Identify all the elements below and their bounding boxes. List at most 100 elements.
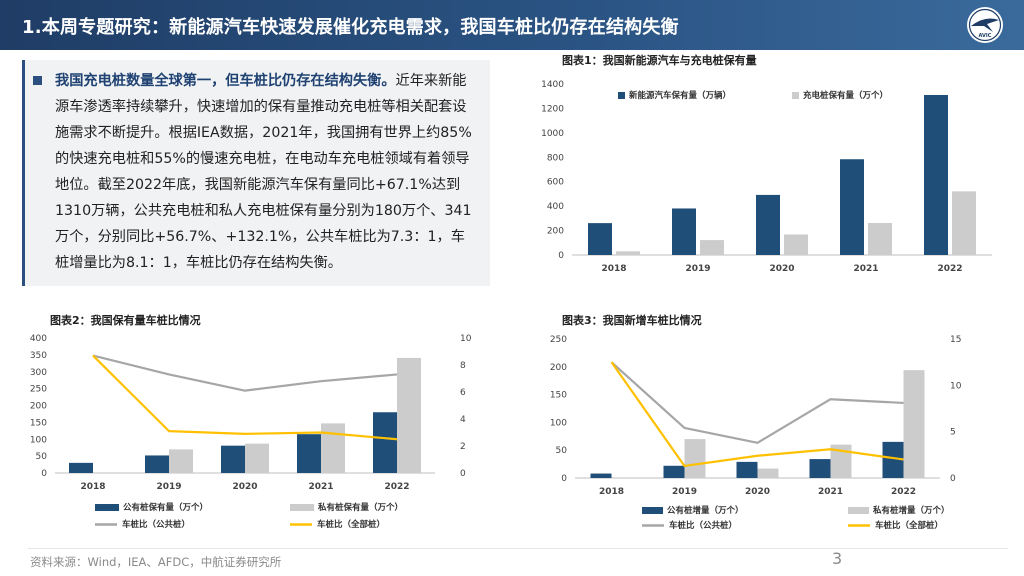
bar-充电桩保有量（万个） <box>700 240 724 255</box>
footer-divider <box>28 548 1008 549</box>
summary-highlight: 我国充电桩数量全球第一，但车桩比仍存在结构失衡。 <box>55 73 396 89</box>
y-tick-label: 200 <box>550 363 567 373</box>
bar-私有桩保有量（万个） <box>397 357 421 473</box>
header-bar: 1.本周专题研究：新能源汽车快速发展催化充电需求，我国车桩比仍存在结构失衡 AV… <box>0 0 1024 50</box>
y2-tick-label: 0 <box>950 474 956 484</box>
bar-新能源汽车保有量（万辆） <box>756 194 780 255</box>
line-车桩比（全部桩） <box>92 354 398 441</box>
x-tick-label: 2022 <box>891 487 916 497</box>
legend-label: 公有桩保有量（万个） <box>123 502 208 513</box>
x-tick-label: 2020 <box>769 264 794 274</box>
y-tick-label: 600 <box>547 178 564 188</box>
legend-key <box>95 504 119 511</box>
bar-公有桩增量（万个） <box>590 473 612 478</box>
y2-tick-label: 4 <box>460 415 466 425</box>
y2-tick-label: 10 <box>950 381 962 391</box>
summary-body: 近年来新能源车渗透率持续攀升，快速增加的保有量推动充电桩等相关配套设施需求不断提… <box>55 73 472 271</box>
y-tick-label: 400 <box>547 202 564 212</box>
legend-key <box>848 507 869 514</box>
y-tick-label: 150 <box>30 418 47 428</box>
x-tick-label: 2018 <box>601 264 626 274</box>
legend-label: 私有桩保有量（万个） <box>317 502 403 513</box>
bar-充电桩保有量（万个） <box>784 234 808 255</box>
x-tick-label: 2019 <box>156 482 181 492</box>
bar-私有桩增量（万个） <box>903 370 925 478</box>
x-tick-label: 2020 <box>232 482 257 492</box>
bar-私有桩增量（万个） <box>684 439 706 478</box>
bar-充电桩保有量（万个） <box>616 251 640 255</box>
line-车桩比（公共桩） <box>92 354 398 392</box>
y-tick-label: 200 <box>30 402 47 412</box>
y-tick-label: 50 <box>36 452 48 462</box>
bar-公有桩保有量（万个） <box>221 445 245 473</box>
x-tick-label: 2019 <box>672 487 697 497</box>
x-tick-label: 2021 <box>308 482 333 492</box>
x-tick-label: 2020 <box>745 487 770 497</box>
x-tick-label: 2018 <box>80 482 105 492</box>
bar-充电桩保有量（万个） <box>868 222 892 255</box>
chart3-svg: 0 50 100 150 200 250 0 5 10 15 2018 2019 2020 2021 202… <box>550 335 962 531</box>
bar-私有桩保有量（万个） <box>321 423 345 473</box>
bar-公有桩增量（万个） <box>809 459 831 478</box>
legend-key <box>792 92 799 99</box>
y-tick-label: 100 <box>30 435 47 445</box>
bar-公有桩增量（万个） <box>663 465 685 478</box>
y-tick-label: 0 <box>561 474 567 484</box>
summary-text-box: 我国充电桩数量全球第一，但车桩比仍存在结构失衡。近年来新能源车渗透率持续攀升，快… <box>22 60 490 286</box>
bar-公有桩增量（万个） <box>882 441 904 478</box>
legend-label: 车桩比（公共桩） <box>669 520 737 531</box>
bar-新能源汽车保有量（万辆） <box>840 159 864 255</box>
y-tick-label: 50 <box>556 446 568 456</box>
bar-私有桩保有量（万个） <box>245 443 269 473</box>
y-tick-label: 1400 <box>541 80 564 90</box>
bar-新能源汽车保有量（万辆） <box>672 208 696 255</box>
bar-私有桩增量（万个） <box>830 444 852 478</box>
line-车桩比（公共桩） <box>610 361 904 444</box>
avic-logo-icon: AVIC <box>967 7 1003 43</box>
y-tick-label: 300 <box>30 368 47 378</box>
legend-label: 充电桩保有量（万个） <box>803 90 888 101</box>
y-tick-label: 1000 <box>541 129 564 139</box>
bar-私有桩增量（万个） <box>757 468 779 478</box>
x-tick-label: 2019 <box>685 264 710 274</box>
bar-公有桩保有量（万个） <box>145 455 169 473</box>
y2-tick-label: 6 <box>460 388 466 398</box>
y2-tick-label: 0 <box>460 469 466 479</box>
x-tick-label: 2021 <box>818 487 843 497</box>
bar-私有桩保有量（万个） <box>169 449 193 473</box>
legend-label: 车桩比（全部桩） <box>317 519 385 530</box>
chart1-svg: 0 200 400 600 800 1000 1200 1400 2018 2019 2020 202… <box>541 80 992 274</box>
x-tick-label: 2022 <box>937 264 962 274</box>
legend-key <box>290 504 314 511</box>
bar-新能源汽车保有量（万辆） <box>924 94 948 255</box>
y2-tick-label: 5 <box>950 428 956 438</box>
legend-label: 新能源汽车保有量（万辆） <box>629 90 731 101</box>
bar-新能源汽车保有量（万辆） <box>588 223 612 255</box>
y2-tick-label: 8 <box>460 361 466 371</box>
source-note: 资料来源：Wind，IEA、AFDC，中航证券研究所 <box>30 555 282 569</box>
legend-label: 车桩比（全部桩） <box>875 520 943 531</box>
y2-tick-label: 10 <box>460 334 472 344</box>
bar-公有桩保有量（万个） <box>297 434 321 473</box>
y-tick-label: 800 <box>547 153 564 163</box>
legend-key <box>618 92 625 99</box>
x-tick-label: 2018 <box>599 487 624 497</box>
chart2-svg: 0 50 100 150 200 250 300 350 400 0 2 4 6 8 10 2018 2019 2… <box>30 334 472 530</box>
bar-公有桩增量（万个） <box>736 461 758 478</box>
x-tick-label: 2021 <box>853 264 878 274</box>
legend-label: 私有桩增量（万个） <box>872 505 950 516</box>
y-tick-label: 1200 <box>541 104 564 114</box>
page-number: 3 <box>832 549 843 568</box>
chart3-title: 图表3：我国新增车桩比情况 <box>562 314 702 327</box>
y-tick-label: 150 <box>550 391 567 401</box>
bar-充电桩保有量（万个） <box>952 191 976 255</box>
y2-tick-label: 15 <box>950 335 961 345</box>
y-tick-label: 400 <box>30 334 47 344</box>
y-tick-label: 250 <box>30 385 47 395</box>
y-tick-label: 350 <box>30 351 47 361</box>
square-bullet-icon <box>33 76 42 85</box>
legend-label: 车桩比（公共桩） <box>122 519 190 530</box>
bar-公有桩保有量（万个） <box>373 412 397 473</box>
y-tick-label: 200 <box>547 227 564 237</box>
svg-text:AVIC: AVIC <box>979 33 992 39</box>
